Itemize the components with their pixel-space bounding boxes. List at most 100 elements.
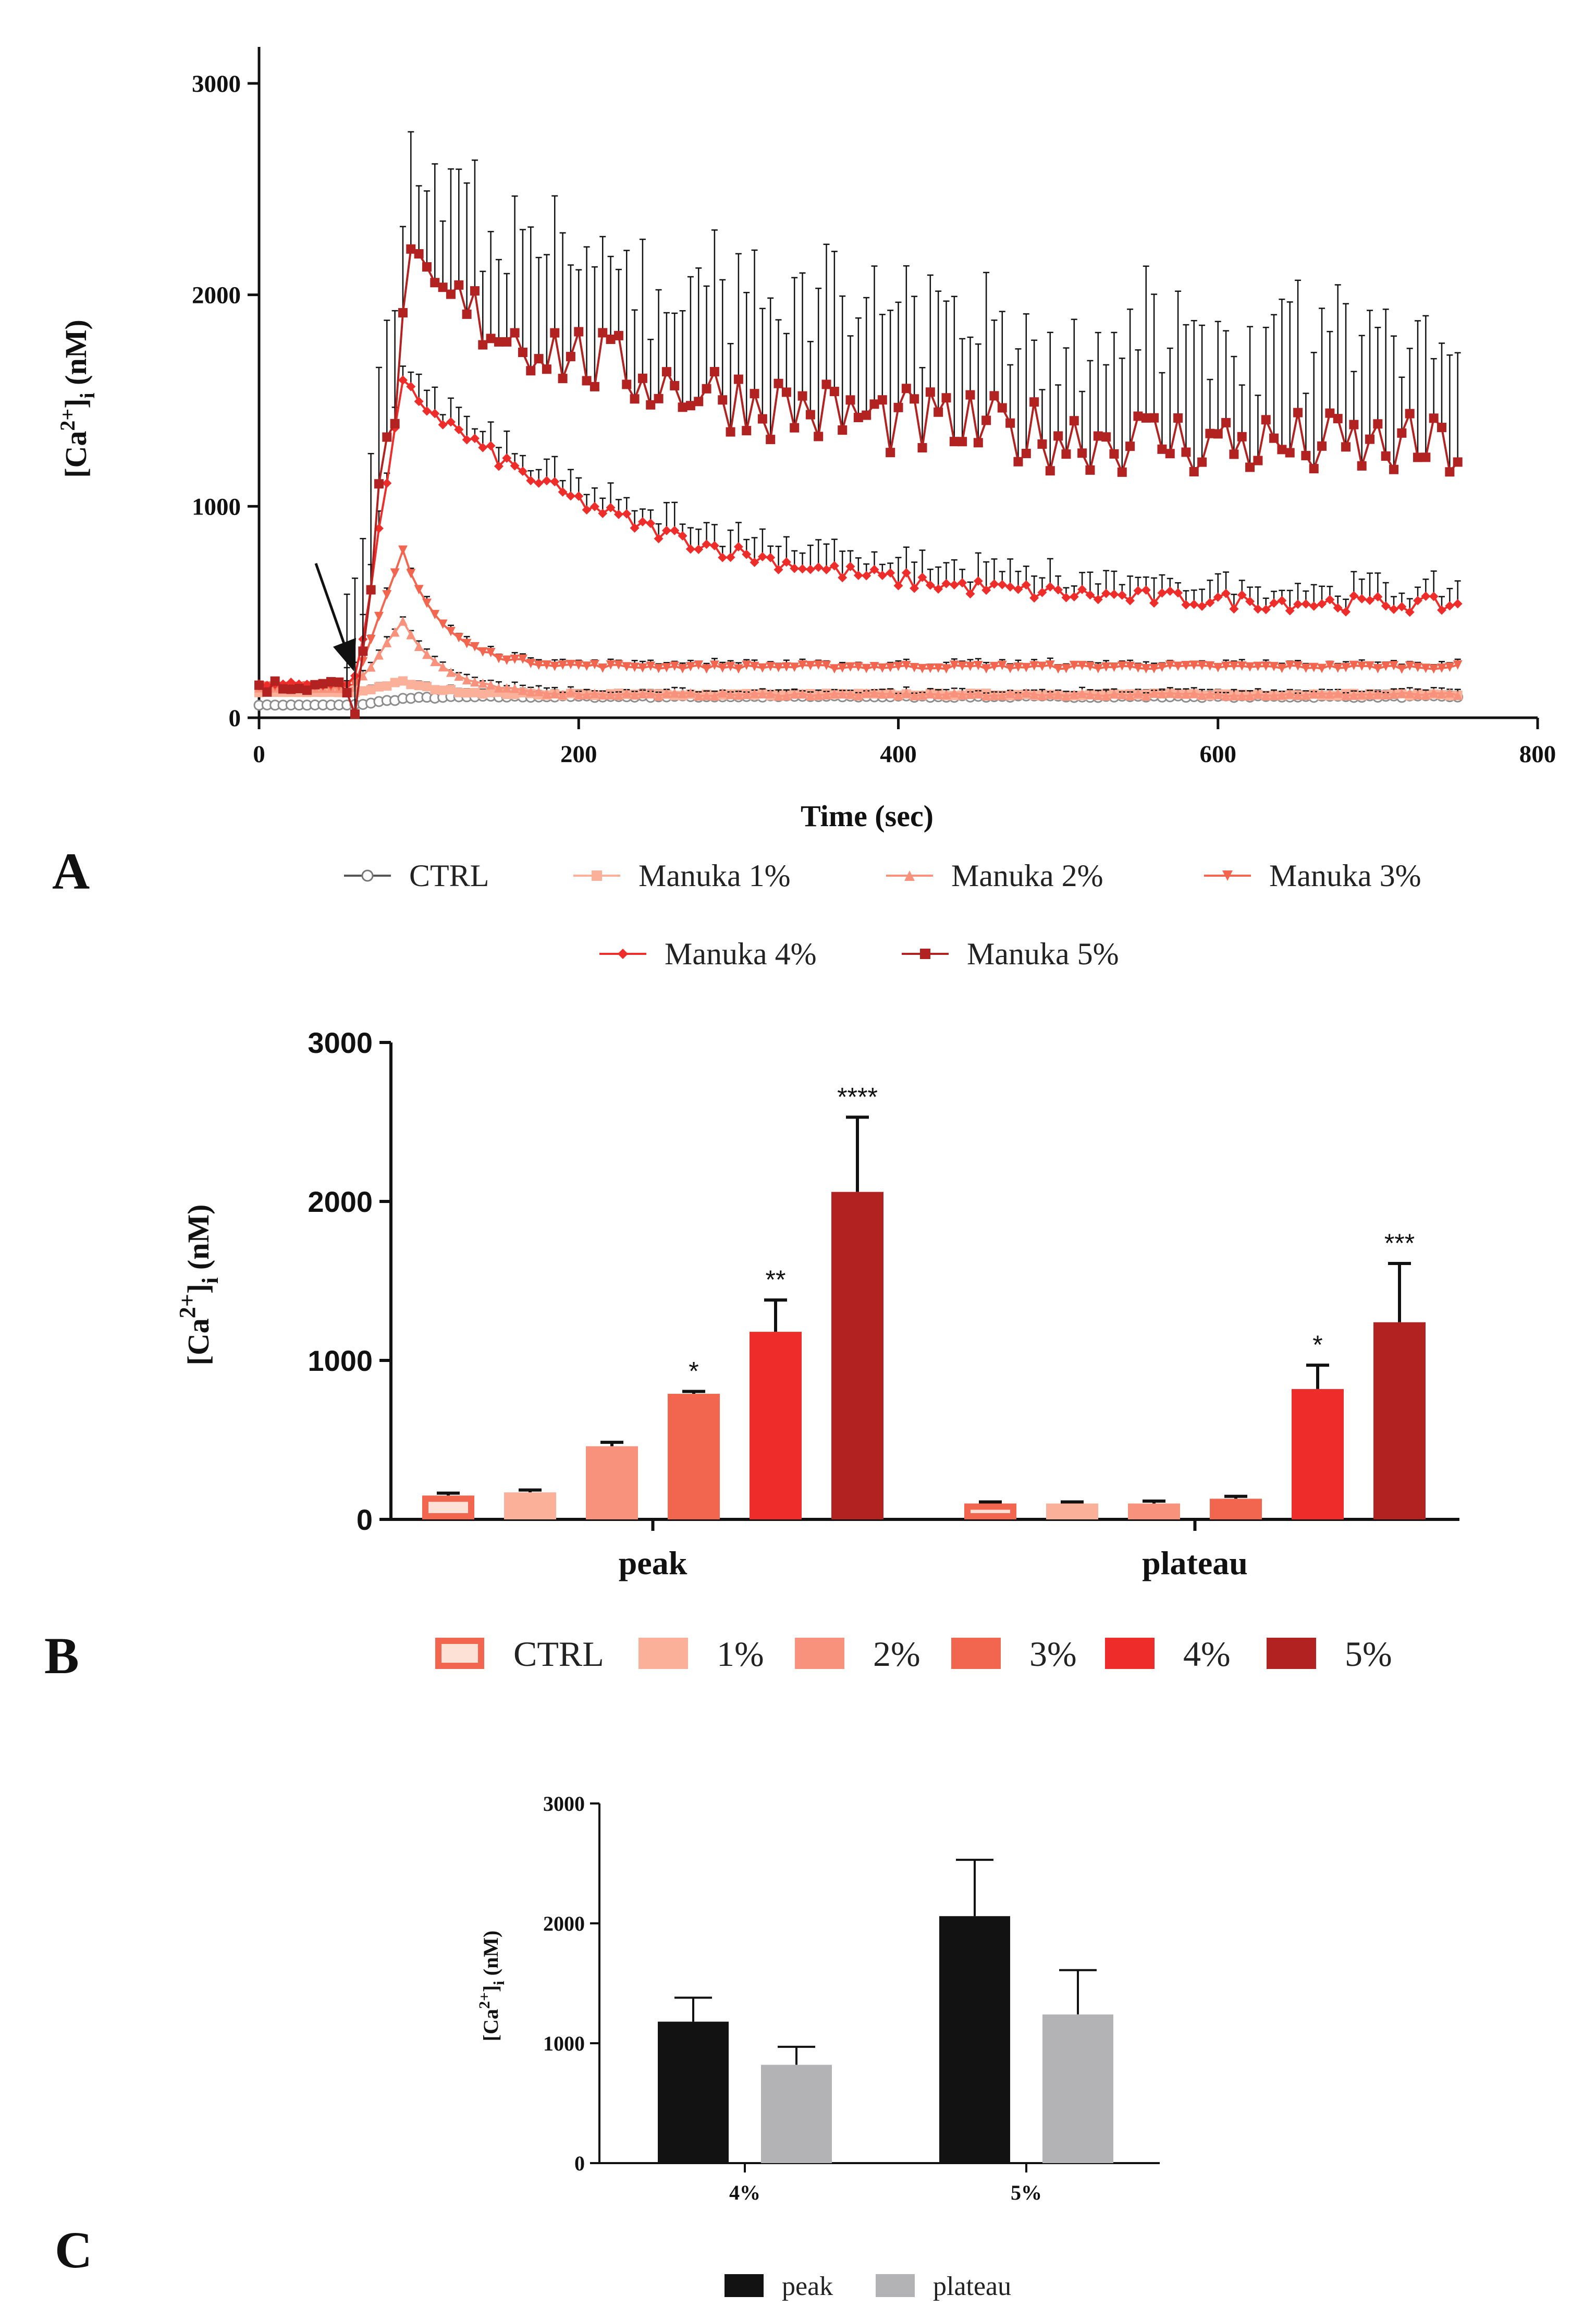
data-point bbox=[630, 523, 640, 533]
data-point bbox=[1213, 592, 1223, 602]
data-point bbox=[470, 688, 480, 697]
data-point bbox=[1045, 582, 1055, 592]
data-point bbox=[1245, 691, 1255, 701]
data-point bbox=[877, 689, 887, 699]
data-point bbox=[1149, 413, 1159, 423]
data-point bbox=[790, 662, 800, 672]
data-point bbox=[685, 401, 695, 411]
data-point bbox=[1437, 605, 1447, 615]
data-point bbox=[374, 611, 384, 621]
data-point bbox=[1285, 660, 1295, 670]
data-point bbox=[862, 410, 871, 420]
data-point bbox=[1221, 418, 1231, 427]
data-point bbox=[1117, 661, 1127, 671]
legend-label-m2: Manuka 2% bbox=[951, 858, 1103, 893]
data-point bbox=[494, 654, 504, 664]
data-point bbox=[1117, 590, 1127, 600]
data-point bbox=[1237, 432, 1247, 441]
data-point bbox=[1229, 691, 1239, 701]
data-point bbox=[1061, 449, 1071, 459]
data-point bbox=[422, 649, 432, 659]
data-point bbox=[797, 564, 807, 574]
data-point bbox=[1453, 691, 1463, 701]
legend-label-m1: 1% bbox=[717, 1634, 764, 1674]
data-point bbox=[757, 414, 767, 424]
data-point bbox=[382, 432, 392, 442]
data-point bbox=[1181, 661, 1191, 671]
data-point bbox=[598, 328, 608, 338]
panel-label-a: A bbox=[52, 842, 90, 900]
data-point bbox=[1453, 599, 1463, 609]
data-point bbox=[1293, 599, 1303, 609]
data-point bbox=[1005, 418, 1015, 428]
data-point bbox=[374, 682, 384, 692]
data-point bbox=[1085, 690, 1095, 699]
data-point bbox=[925, 689, 935, 699]
data-point bbox=[486, 648, 496, 658]
data-point bbox=[877, 395, 887, 405]
data-point bbox=[1245, 462, 1255, 472]
data-point bbox=[518, 467, 527, 476]
data-point bbox=[1253, 456, 1263, 465]
data-point bbox=[566, 659, 575, 669]
data-point bbox=[542, 476, 551, 486]
data-point bbox=[702, 539, 711, 549]
data-point bbox=[326, 677, 336, 686]
y-tick-label: 3000 bbox=[192, 70, 241, 97]
bar-peak-m4 bbox=[750, 1332, 802, 1519]
data-point bbox=[694, 545, 704, 555]
data-point bbox=[1101, 432, 1111, 442]
y-tick-label: 2000 bbox=[192, 282, 241, 309]
data-point bbox=[582, 690, 592, 699]
data-point bbox=[414, 585, 424, 595]
data-point bbox=[910, 583, 919, 593]
data-point bbox=[814, 562, 824, 572]
data-point bbox=[254, 680, 264, 690]
data-point bbox=[1421, 452, 1431, 462]
data-point bbox=[853, 662, 863, 672]
data-point bbox=[398, 308, 408, 318]
data-point bbox=[821, 379, 831, 389]
legend-a: CTRL Manuka 1% Manuka 2% Manuka 3% Manuka 4%… bbox=[344, 858, 1421, 971]
data-point bbox=[1101, 588, 1111, 598]
data-point bbox=[1189, 660, 1199, 670]
data-point bbox=[1093, 431, 1103, 441]
data-point bbox=[574, 690, 584, 700]
data-point bbox=[646, 661, 656, 671]
data-point bbox=[1261, 661, 1271, 671]
data-point bbox=[406, 244, 416, 254]
data-point bbox=[766, 689, 776, 698]
data-point bbox=[486, 688, 496, 697]
data-point bbox=[702, 691, 711, 701]
data-point bbox=[1413, 662, 1423, 672]
data-point bbox=[901, 660, 911, 670]
data-point bbox=[1413, 596, 1423, 606]
data-point bbox=[781, 691, 791, 701]
y-tick-label: 1000 bbox=[308, 1344, 373, 1377]
significance-label: *** bbox=[1384, 1229, 1415, 1258]
bar-peak-CTRL bbox=[422, 1495, 474, 1519]
data-point bbox=[766, 435, 776, 445]
data-point bbox=[382, 478, 392, 488]
data-point bbox=[654, 394, 664, 403]
data-point bbox=[1157, 444, 1167, 454]
data-point bbox=[973, 576, 983, 586]
data-point bbox=[1317, 664, 1327, 673]
data-point bbox=[869, 661, 879, 671]
data-point bbox=[1421, 690, 1431, 700]
data-point bbox=[989, 691, 999, 701]
data-point bbox=[566, 352, 575, 362]
legend-swatch-m5 bbox=[1267, 1638, 1316, 1669]
data-point bbox=[1125, 691, 1135, 701]
data-point bbox=[542, 689, 551, 699]
data-point bbox=[1157, 588, 1167, 598]
data-point bbox=[566, 688, 575, 697]
data-point bbox=[374, 650, 384, 660]
data-point bbox=[1381, 690, 1391, 699]
data-point bbox=[1021, 662, 1031, 672]
data-point bbox=[1325, 660, 1335, 670]
data-point bbox=[478, 689, 488, 699]
data-point bbox=[398, 375, 408, 385]
data-point bbox=[1173, 413, 1183, 423]
data-point bbox=[1149, 664, 1159, 673]
